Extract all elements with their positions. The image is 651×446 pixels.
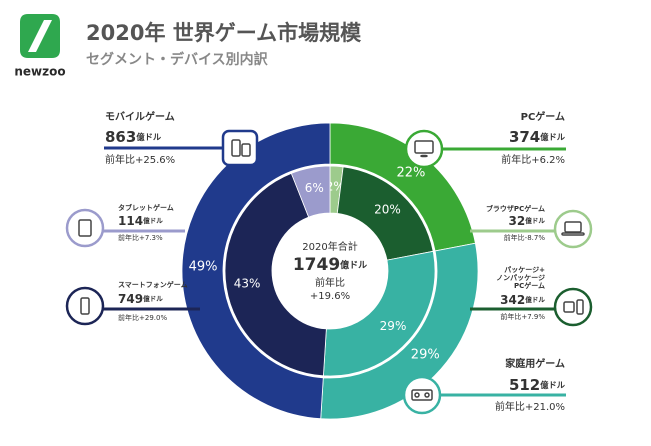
callout-amount: 512億ドル [509, 376, 566, 394]
icon-part [563, 301, 575, 313]
icon-part [424, 392, 430, 398]
slice-label: 22% [396, 166, 425, 181]
callout-amount-value: 863 [105, 128, 136, 146]
donut-slice [290, 165, 331, 218]
icon-part [231, 139, 241, 157]
callout-amount: 342億ドル [500, 293, 545, 307]
callout-icon [65, 208, 105, 248]
logo-slash [28, 20, 52, 52]
chart-subtitle: セグメント・デバイス別内訳 [86, 51, 269, 68]
callout-growth: 前年比+7.9% [500, 312, 545, 321]
callout-amount: 114億ドル [118, 214, 163, 228]
center-growth: +19.6% [310, 291, 350, 302]
chart-title: 2020年 世界ゲーム市場規模 [86, 21, 362, 45]
slice-label: 29% [411, 347, 440, 362]
callout-amount: 32億ドル [509, 214, 546, 228]
callout-amount-unit: 億ドル [143, 216, 163, 225]
callout-amount-unit: 億ドル [525, 216, 545, 225]
callout-name: PCゲーム [521, 110, 565, 123]
icon-part [241, 143, 251, 157]
callout-icon [553, 287, 593, 327]
callout-amount-value: 32 [509, 214, 526, 228]
icon-part [561, 232, 585, 236]
callout-amount: 863億ドル [105, 128, 162, 146]
callout-name: モバイルゲーム [105, 110, 175, 123]
callout-amount-value: 512 [509, 376, 540, 394]
callout-icon [402, 375, 442, 415]
callout-name: タブレットゲーム [118, 203, 174, 212]
slice-label: 6% [305, 181, 324, 195]
slice-label: 49% [189, 260, 218, 275]
callout-name: 家庭用ゲーム [505, 357, 565, 370]
center-label: 2020年合計 [302, 240, 357, 253]
icon-part [414, 392, 420, 398]
logo-text: newzoo [14, 65, 65, 79]
icon-part [414, 140, 434, 154]
callout-name: パッケージ+ノンパッケージ PCゲーム [496, 265, 545, 290]
callout-growth: 前年比+7.3% [118, 233, 163, 242]
icon-part [576, 299, 584, 315]
callout-amount: 374億ドル [509, 128, 566, 146]
callout-growth: 前年比+25.6% [105, 153, 175, 166]
slice-label: 43% [234, 277, 261, 291]
icon-part [78, 219, 92, 237]
callout-growth: 前年比-8.7% [504, 233, 546, 242]
callout-growth: 前年比+21.0% [495, 400, 565, 413]
callout-growth: 前年比+6.2% [501, 153, 565, 166]
callout-icon [553, 209, 593, 249]
callout-amount-value: 114 [118, 214, 143, 228]
donut-slice [181, 122, 331, 420]
callout-amount-unit: 億ドル [143, 294, 163, 303]
callout-name: スマートフォンゲーム [118, 280, 188, 289]
center-total-unit: 億ドル [340, 259, 367, 271]
callout-name: ブラウザPCゲーム [486, 204, 545, 213]
callout-amount: 749億ドル [118, 292, 163, 306]
callout-icon [404, 129, 444, 169]
icon-part [411, 389, 433, 401]
callout-amount-value: 342 [500, 293, 525, 307]
logo-mark [20, 14, 60, 58]
callout-icon [65, 286, 105, 326]
callout-amount-unit: 億ドル [540, 132, 566, 142]
donut-slice [224, 172, 327, 377]
callout-amount-value: 374 [509, 128, 540, 146]
callout-amount-unit: 億ドル [540, 380, 566, 390]
center-growth-label: 前年比 [315, 276, 345, 289]
icon-part [80, 297, 90, 315]
center-total-value: 1749 [293, 255, 340, 275]
icon-part [420, 154, 428, 158]
callout-amount-unit: 億ドル [525, 295, 545, 304]
callout-growth: 前年比+29.0% [118, 313, 167, 322]
callout-amount-value: 749 [118, 292, 143, 306]
icon-part [564, 221, 582, 233]
callout-amount-unit: 億ドル [136, 132, 162, 142]
center-total: 1749億ドル [293, 255, 367, 275]
slice-label: 29% [380, 319, 407, 333]
slice-label: 20% [374, 202, 401, 216]
donut-slice [322, 250, 436, 377]
